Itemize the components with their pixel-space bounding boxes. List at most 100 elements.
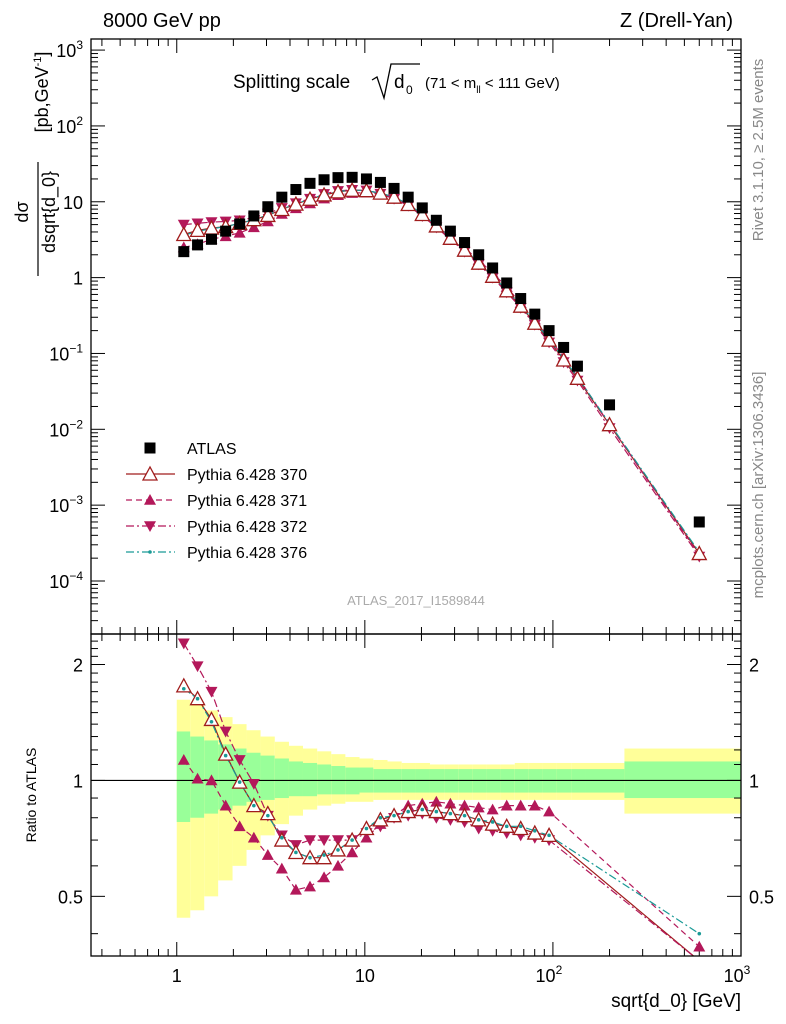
- legend-label: Pythia 6.428 376: [187, 545, 307, 562]
- data-point: [456, 241, 473, 257]
- ratio-point: [378, 815, 383, 820]
- y-tick-label-main: 10: [63, 193, 83, 213]
- data-point: [470, 254, 487, 270]
- y-label-denominator: dsqrt{d_0}: [39, 171, 60, 253]
- legend-label: ATLAS: [187, 441, 237, 458]
- title-text: Splitting scale: [233, 72, 350, 93]
- y-tick-label-main: 102: [56, 114, 83, 137]
- data-point: [177, 219, 190, 231]
- data-point: [301, 190, 319, 206]
- data-point: [385, 188, 403, 204]
- ratio-point: [462, 813, 467, 818]
- uncertainty-band-inner: [624, 761, 741, 799]
- ratio-point: [346, 846, 359, 858]
- data-point: [484, 267, 501, 283]
- ratio-point: [322, 853, 326, 857]
- x-tick-label: 1: [172, 966, 182, 986]
- uncertainty-band-inner: [302, 762, 318, 797]
- y-label-numerator: dσ: [12, 201, 32, 222]
- analysis-id-label: ATLAS_2017_I1589844: [347, 593, 485, 608]
- legend-label: Pythia 6.428 370: [187, 467, 307, 484]
- ratio-point: [247, 778, 260, 790]
- y-label-units: [pb,GeV-1]: [32, 52, 52, 133]
- y-tick-label-ratio: 2: [73, 655, 83, 675]
- atlas-data-point: [360, 173, 372, 185]
- data-point: [189, 221, 206, 237]
- atlas-data-point: [416, 202, 428, 214]
- atlas-data-point: [262, 201, 274, 213]
- y-tick-label-main: 1: [73, 269, 83, 289]
- main-plot-series: [175, 171, 708, 563]
- ratio-point: [203, 711, 220, 727]
- uncertainty-band-inner: [288, 761, 303, 797]
- data-point: [569, 369, 586, 385]
- data-point: [372, 184, 389, 200]
- ratio-point: [430, 795, 443, 807]
- y-tick-label-ratio-right: 0.5: [749, 887, 774, 907]
- ratio-point: [476, 818, 481, 822]
- atlas-data-point: [248, 210, 260, 222]
- ratio-point: [273, 831, 290, 847]
- ratio-point: [303, 880, 316, 892]
- data-point: [540, 331, 558, 347]
- ratio-point: [209, 719, 214, 724]
- ratio-point: [219, 726, 232, 738]
- legend-entry: Pythia 6.428 371: [126, 493, 307, 510]
- plot-title: Splitting scale d 0 (71 < mll < 111 GeV): [233, 63, 560, 101]
- ratio-point: [490, 820, 495, 824]
- rivet-version-label: Rivet 3.1.10, ≥ 2.5M events: [750, 59, 767, 242]
- legend-entry: Pythia 6.428 376: [126, 545, 307, 562]
- legend-marker: [148, 550, 152, 554]
- ratio-point: [318, 835, 331, 847]
- y-tick-label-main: 103: [56, 38, 83, 61]
- x-axis-label: sqrt{d_0} [GeV]: [611, 991, 741, 1012]
- ratio-point: [247, 831, 260, 843]
- ratio-point: [543, 805, 556, 817]
- y-tick-label-main: 10−3: [49, 493, 83, 516]
- data-point: [344, 181, 361, 197]
- atlas-data-point: [473, 249, 485, 261]
- ratio-point: [528, 799, 541, 811]
- ratio-point: [332, 835, 345, 847]
- ratio-point: [406, 809, 410, 814]
- legend-marker: [144, 442, 156, 454]
- atlas-data-point: [276, 191, 288, 203]
- atlas-data-point: [515, 293, 527, 305]
- mcplots-credit-label: mcplots.cern.ch [arXiv:1306.3436]: [750, 372, 767, 599]
- data-point: [287, 195, 304, 211]
- ratio-series-clipped: [175, 638, 706, 956]
- ratio-point: [518, 824, 523, 829]
- ratio-point: [177, 638, 190, 650]
- atlas-data-point: [304, 177, 316, 189]
- data-point: [498, 282, 515, 298]
- atlas-data-point: [430, 214, 442, 226]
- uncertainty-band-inner: [246, 752, 261, 802]
- atlas-data-point: [318, 174, 330, 186]
- atlas-data-point: [346, 171, 358, 183]
- uncertainty-band-inner: [176, 731, 191, 822]
- data-point: [442, 229, 459, 245]
- ratio-point: [266, 813, 270, 818]
- atlas-data-point: [604, 399, 616, 411]
- atlas-data-point: [402, 191, 414, 203]
- atlas-data-point: [192, 239, 204, 251]
- ratio-point: [233, 755, 246, 766]
- ratio-point: [191, 661, 204, 673]
- ratio-point: [547, 833, 551, 838]
- ratio-plot-frame: [90, 633, 742, 957]
- atlas-data-point: [529, 308, 541, 320]
- data-point: [259, 207, 276, 223]
- ratio-point: [181, 686, 186, 691]
- y-tick-label-ratio: 1: [73, 771, 83, 791]
- ratio-point: [233, 820, 246, 832]
- data-point: [329, 183, 347, 199]
- ratio-point: [486, 803, 499, 815]
- data-point: [400, 196, 417, 212]
- ratio-point: [195, 696, 200, 701]
- ratio-point: [237, 780, 242, 784]
- data-point: [601, 416, 618, 432]
- atlas-data-point: [388, 182, 400, 194]
- ratio-point: [303, 835, 316, 847]
- uncertainty-band-inner: [260, 755, 275, 800]
- legend-entry: Pythia 6.428 370: [126, 465, 307, 484]
